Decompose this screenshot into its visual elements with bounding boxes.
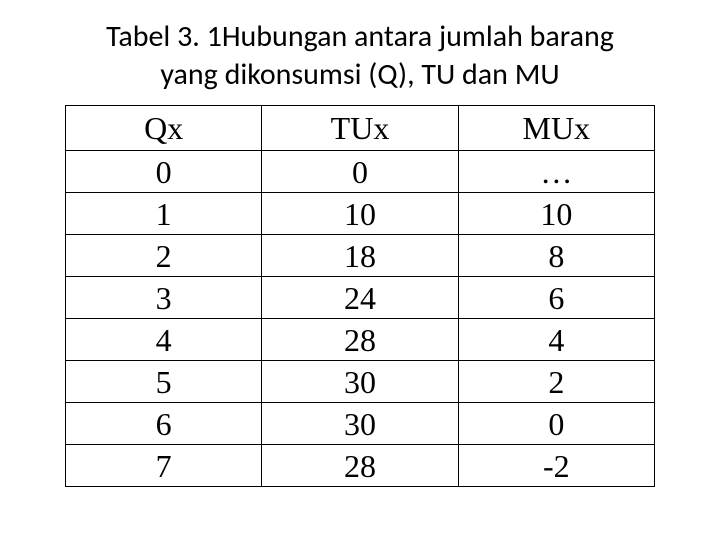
cell-tux: 24 — [262, 277, 458, 319]
cell-tux: 28 — [262, 445, 458, 487]
table-row: 5 30 2 — [66, 361, 655, 403]
table-row: 6 30 0 — [66, 403, 655, 445]
cell-tux: 28 — [262, 319, 458, 361]
table-row: 1 10 10 — [66, 193, 655, 235]
cell-mux: 10 — [458, 193, 654, 235]
cell-qx: 3 — [66, 277, 262, 319]
table-row: 7 28 -2 — [66, 445, 655, 487]
cell-mux: 0 — [458, 403, 654, 445]
cell-tux: 0 — [262, 151, 458, 193]
cell-qx: 5 — [66, 361, 262, 403]
table-row: 0 0 … — [66, 151, 655, 193]
table-header-row: Qx TUx MUx — [66, 106, 655, 151]
utility-table: Qx TUx MUx 0 0 … 1 10 10 2 18 8 3 — [65, 105, 655, 487]
cell-qx: 6 — [66, 403, 262, 445]
cell-tux: 30 — [262, 361, 458, 403]
page-title: Tabel 3. 1Hubungan antara jumlah barang … — [30, 18, 690, 93]
column-header-mux: MUx — [458, 106, 654, 151]
title-line-2: yang dikonsumsi (Q), TU dan MU — [160, 56, 559, 93]
table-body: 0 0 … 1 10 10 2 18 8 3 24 6 4 28 — [66, 151, 655, 487]
table-row: 3 24 6 — [66, 277, 655, 319]
title-line-1: Tabel 3. 1Hubungan antara jumlah barang — [106, 18, 614, 55]
cell-mux: 4 — [458, 319, 654, 361]
cell-tux: 30 — [262, 403, 458, 445]
table-row: 2 18 8 — [66, 235, 655, 277]
cell-mux: 8 — [458, 235, 654, 277]
column-header-qx: Qx — [66, 106, 262, 151]
table-row: 4 28 4 — [66, 319, 655, 361]
cell-qx: 7 — [66, 445, 262, 487]
cell-mux: -2 — [458, 445, 654, 487]
cell-qx: 4 — [66, 319, 262, 361]
cell-qx: 2 — [66, 235, 262, 277]
cell-tux: 10 — [262, 193, 458, 235]
cell-mux: 6 — [458, 277, 654, 319]
cell-tux: 18 — [262, 235, 458, 277]
cell-mux: 2 — [458, 361, 654, 403]
cell-qx: 0 — [66, 151, 262, 193]
column-header-tux: TUx — [262, 106, 458, 151]
cell-qx: 1 — [66, 193, 262, 235]
cell-mux: … — [458, 151, 654, 193]
